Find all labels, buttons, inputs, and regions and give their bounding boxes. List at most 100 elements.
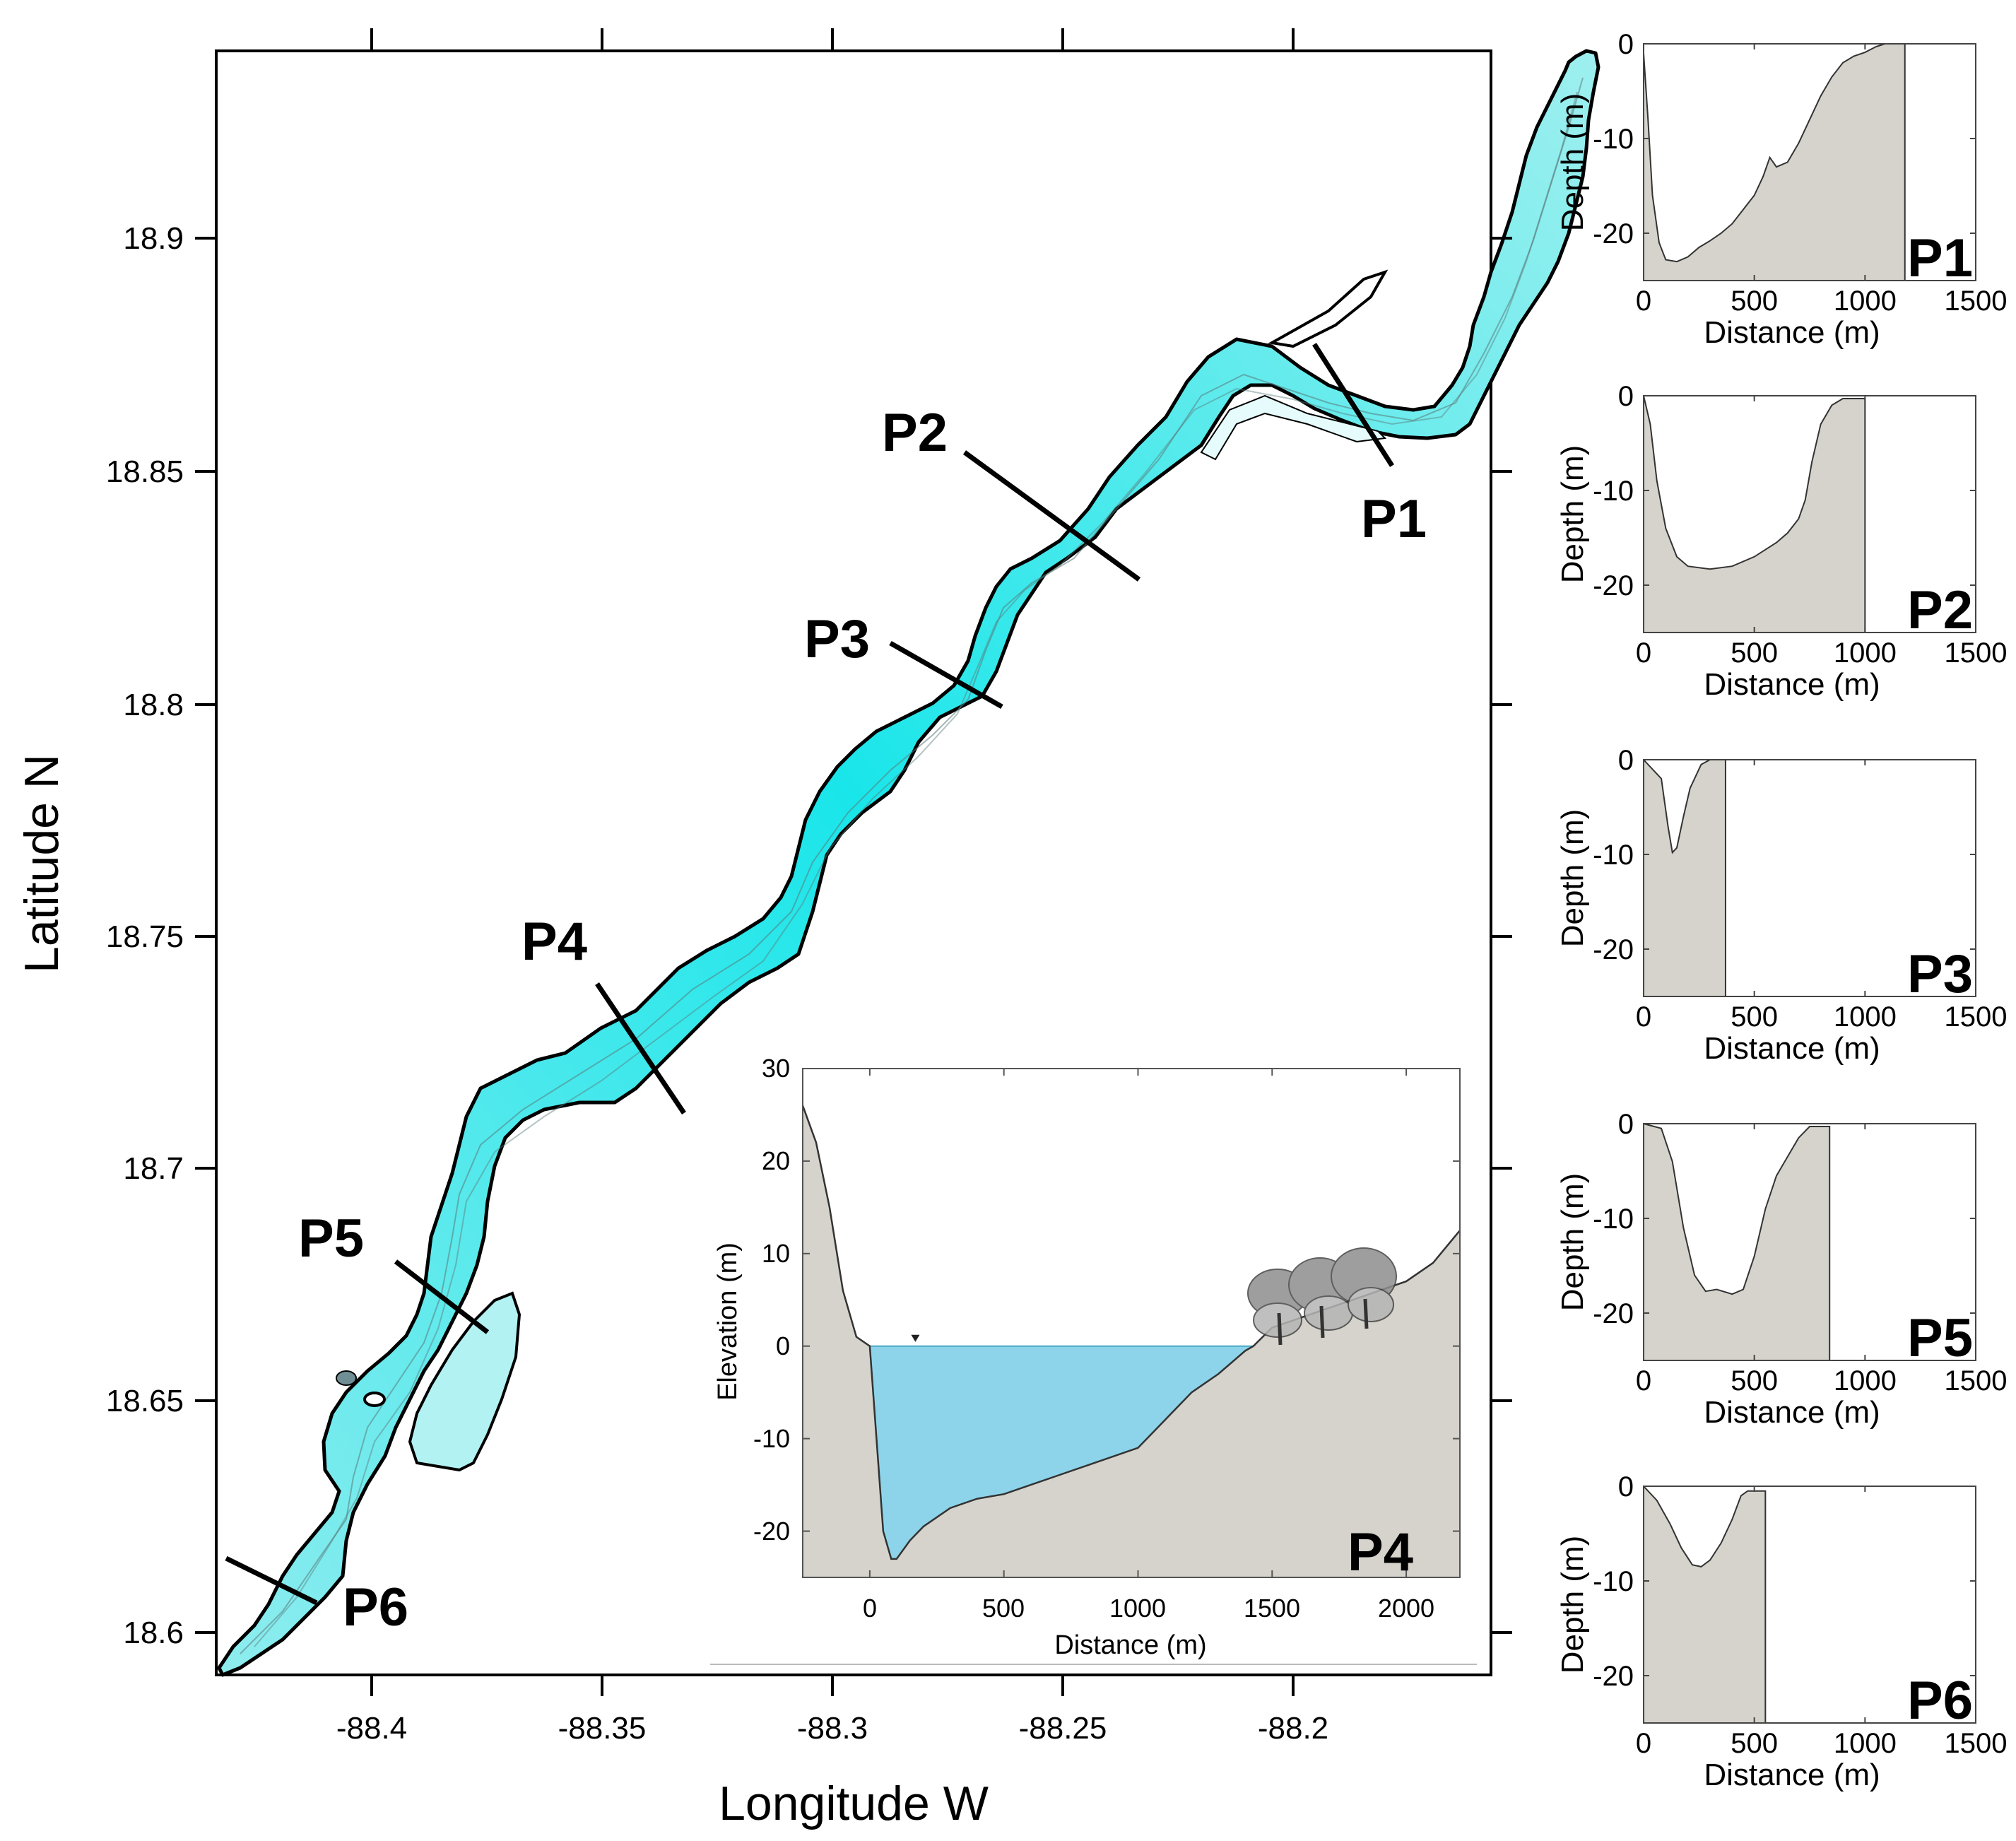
panel-label: P6	[1907, 1671, 1973, 1731]
map-y-tick-label: 18.6	[123, 1616, 184, 1650]
profile-line	[1643, 395, 1866, 633]
profile-label-p6: P6	[343, 1577, 408, 1637]
panel-y-tick-label: 0	[1618, 381, 1634, 412]
inset-y-tick-label: -20	[753, 1517, 790, 1546]
inset-frame	[802, 1068, 1461, 1578]
map-y-tick-label: 18.65	[106, 1384, 184, 1418]
profile-line	[1643, 1123, 1831, 1360]
profile-panel-p5: 0 500 1000 1500 0 -10 -20 Distance (m) Depth (m)…	[1555, 1109, 2007, 1430]
map-x-ticks	[370, 28, 1295, 1696]
panel-frame	[1643, 1123, 1976, 1361]
transect-line-p5	[394, 1259, 490, 1334]
inset-y-tick-label: 20	[762, 1146, 790, 1175]
river-outline	[217, 49, 1601, 1677]
panel-y-tick-label: 0	[1618, 745, 1634, 776]
inset-y-tick-label: -10	[753, 1424, 790, 1453]
inset-y-axis-title: Elevation (m)	[713, 1242, 743, 1401]
panel-x-tick-label: 500	[1731, 637, 1778, 669]
profile-label-p4: P4	[521, 912, 587, 972]
panel-x-tick-label: 500	[1731, 1001, 1778, 1033]
map-x-axis-title: Longitude W	[719, 1777, 989, 1830]
profile-label-p2: P2	[882, 403, 948, 463]
panel-x-tick-label: 1000	[1834, 1001, 1897, 1033]
panel-x-tick-label: 500	[1731, 1728, 1778, 1759]
map-y-tick-label: 18.9	[123, 221, 184, 256]
panel-label: P5	[1907, 1308, 1973, 1368]
profile-label-p3: P3	[804, 609, 870, 669]
panel-y-axis-title: Depth (m)	[1555, 809, 1590, 948]
lagoon-outline	[408, 1291, 521, 1472]
panel-label: P2	[1907, 580, 1973, 640]
panel-y-tick-label: -20	[1593, 570, 1634, 601]
inset-x-tick-label: 2000	[1378, 1594, 1434, 1623]
inset-x-tick-label: 0	[863, 1594, 877, 1623]
inset-x-tick-label: 1000	[1109, 1594, 1166, 1623]
river-contour	[240, 77, 1584, 1654]
panel-y-tick-label: 0	[1618, 1471, 1634, 1502]
panel-x-tick-label: 1500	[1945, 1365, 2008, 1396]
panel-x-tick-label: 1000	[1834, 637, 1897, 669]
panel-y-tick-label: -20	[1593, 1661, 1634, 1692]
inset-plot-area	[801, 1068, 1461, 1577]
profile-panel-p3: 0 500 1000 1500 0 -10 -20 Distance (m) Depth (m)…	[1555, 745, 2007, 1066]
panel-x-tick-label: 500	[1731, 1365, 1778, 1396]
panel-x-tick-label: 1000	[1834, 1728, 1897, 1759]
inset-p4-profile: 0 500 1000 1500 2000 30 20 10 0 -10 -20 …	[710, 1053, 1477, 1665]
panel-y-tick-label: 0	[1618, 29, 1634, 60]
panel-x-tick-label: 1000	[1834, 1365, 1897, 1396]
inset-y-tick-label: 30	[762, 1054, 790, 1083]
panel-y-tick-label: -10	[1593, 1204, 1634, 1235]
panel-frame	[1643, 759, 1976, 997]
river-contour	[254, 91, 1578, 1647]
panel-y-tick-label: -10	[1593, 1566, 1634, 1597]
inset-x-axis-title: Distance (m)	[1054, 1630, 1206, 1660]
panel-x-axis-title: Distance (m)	[1704, 667, 1880, 702]
panel-x-axis-title: Distance (m)	[1704, 315, 1880, 350]
panel-label: P1	[1907, 228, 1973, 288]
map-x-tick-label: -88.4	[336, 1711, 407, 1746]
panel-x-tick-label: 500	[1731, 286, 1778, 317]
inset-ground-area	[803, 1105, 1460, 1577]
panel-y-axis-title: Depth (m)	[1555, 1173, 1590, 1312]
panel-y-tick-label: -20	[1593, 1298, 1634, 1329]
panel-y-tick-label: -10	[1593, 476, 1634, 507]
panel-x-axis-title: Distance (m)	[1704, 1031, 1880, 1066]
panel-x-tick-label: 1500	[1945, 286, 2008, 317]
panel-y-axis-title: Depth (m)	[1555, 93, 1590, 232]
profile-panel-p1: 0 500 1000 1500 0 -10 -20 Distance (m) Depth (m)…	[1555, 29, 2007, 350]
profile-line	[1643, 43, 1906, 281]
profile-label-p5: P5	[298, 1208, 364, 1269]
profile-label-p1: P1	[1361, 489, 1427, 549]
transect-line-p2	[962, 450, 1141, 582]
map-x-tick-label: -88.3	[797, 1711, 868, 1746]
inset-x-tick-label: 1500	[1244, 1594, 1300, 1623]
panel-x-tick-label: 0	[1636, 1365, 1651, 1396]
transect-line-p6	[225, 1555, 318, 1606]
panel-y-tick-label: -20	[1593, 218, 1634, 249]
island-outline	[1268, 269, 1389, 348]
inset-y-tick-label: 10	[762, 1239, 790, 1268]
profile-panel-p2: 0 500 1000 1500 0 -10 -20 Distance (m) Depth (m)…	[1555, 381, 2007, 702]
panel-y-tick-label: -20	[1593, 934, 1634, 965]
tree-icon	[1247, 1247, 1397, 1346]
transect-line-p4	[595, 982, 686, 1114]
panel-x-tick-label: 0	[1636, 1728, 1651, 1759]
panel-frame	[1643, 43, 1976, 281]
map-x-tick-label: -88.35	[558, 1711, 647, 1746]
panel-y-axis-title: Depth (m)	[1555, 1536, 1590, 1674]
shallow-bank	[1200, 394, 1387, 461]
map-y-ticks	[195, 237, 1512, 1634]
map-y-tick-label: 18.7	[123, 1151, 184, 1186]
map-y-axis-title: Latitude N	[15, 754, 69, 973]
panel-frame	[1643, 1486, 1976, 1724]
profile-panel-p6: 0 500 1000 1500 0 -10 -20 Distance (m) Depth (m)…	[1555, 1471, 2007, 1792]
panel-x-tick-label: 1500	[1945, 1728, 2008, 1759]
panel-x-axis-title: Distance (m)	[1704, 1758, 1880, 1792]
water-level-marker	[911, 1334, 920, 1342]
map-x-tick-label: -88.25	[1019, 1711, 1107, 1746]
transect-line-p1	[1312, 343, 1394, 467]
panel-x-tick-label: 1500	[1945, 1001, 2008, 1033]
transect-line-p3	[889, 640, 1003, 710]
map-y-tick-label: 18.8	[123, 688, 184, 722]
